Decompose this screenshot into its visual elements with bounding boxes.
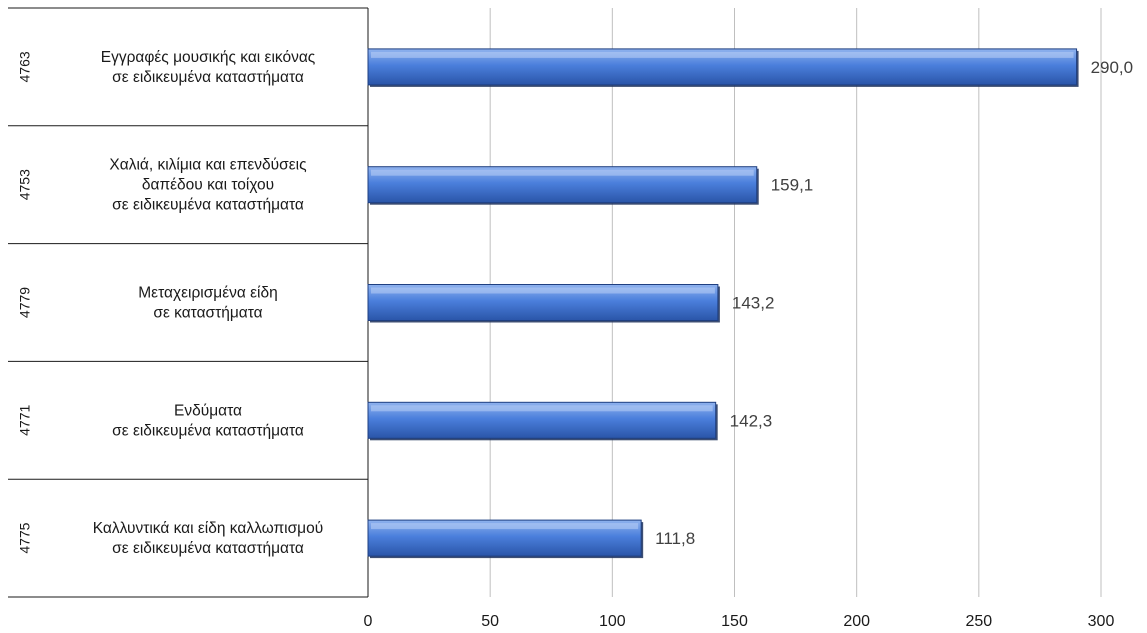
- x-axis-ticks: 0 50 100 150 200 250 300: [364, 613, 1115, 630]
- category-label-line: σε ειδικευμένα καταστήματα: [112, 69, 304, 86]
- category-label-line: σε καταστήματα: [153, 305, 262, 322]
- category-label: Εγγραφές μουσικής και εικόνας σε ειδικευμ…: [101, 49, 316, 86]
- bar-highlight: [371, 287, 715, 294]
- category-label-line: Ενδύματα: [174, 402, 242, 419]
- category-label-line: σε ειδικευμένα καταστήματα: [112, 540, 304, 557]
- category-label: Χαλιά, κιλίμια και επενδύσεις δαπέδου και…: [109, 157, 306, 214]
- category-label-line: δαπέδου και τοίχου: [142, 177, 274, 194]
- bar-highlight: [371, 169, 754, 176]
- category-code: 4763: [17, 51, 33, 82]
- bar-highlight: [371, 51, 1074, 58]
- x-tick-label: 0: [364, 613, 373, 630]
- category-label-line: σε ειδικευμένα καταστήματα: [112, 422, 304, 439]
- gridlines: [489, 8, 1102, 597]
- category-label: Μεταχειρισμένα είδη σε καταστήματα: [138, 285, 277, 322]
- data-label: 142,3: [730, 411, 773, 430]
- category-code: 4753: [17, 169, 33, 200]
- bar-highlight: [371, 405, 713, 412]
- x-tick-label: 50: [481, 613, 499, 630]
- x-tick-label: 150: [721, 613, 748, 630]
- category-code: 4771: [17, 405, 33, 436]
- category-label-line: Χαλιά, κιλίμια και επενδύσεις: [109, 157, 306, 174]
- category-label-line: Μεταχειρισμένα είδη: [138, 285, 277, 302]
- category-label: Ενδύματα σε ειδικευμένα καταστήματα: [112, 402, 304, 439]
- category-label: Καλλυντικά και είδη καλλωπισμού σε ειδικε…: [93, 520, 323, 557]
- x-tick-label: 250: [965, 613, 992, 630]
- data-label: 143,2: [732, 294, 775, 313]
- data-label: 290,0: [1091, 58, 1134, 77]
- x-tick-label: 100: [599, 613, 626, 630]
- bar-highlight: [371, 523, 639, 530]
- category-table: 4763 Εγγραφές μουσικής και εικόνας σε ειδι…: [8, 7, 369, 598]
- data-label: 159,1: [771, 176, 814, 195]
- bars: 290,0 159,1 143,2 142,3 111,8: [367, 48, 1134, 559]
- category-code: 4779: [17, 287, 33, 318]
- category-label-line: σε ειδικευμένα καταστήματα: [112, 197, 304, 214]
- data-label: 111,8: [655, 529, 695, 548]
- x-tick-label: 200: [843, 613, 870, 630]
- category-label-line: Καλλυντικά και είδη καλλωπισμού: [93, 520, 323, 537]
- category-code: 4775: [17, 522, 33, 553]
- x-tick-label: 300: [1088, 613, 1115, 630]
- category-label-line: Εγγραφές μουσικής και εικόνας: [101, 49, 316, 66]
